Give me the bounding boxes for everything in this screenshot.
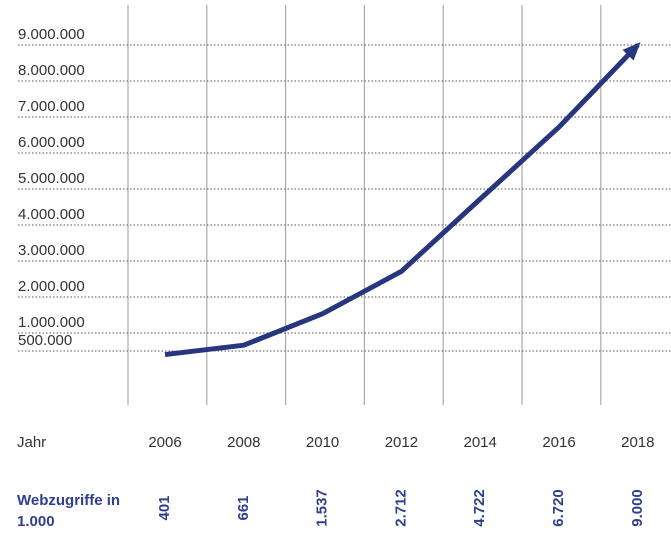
x-axis-label: Jahr [17, 434, 46, 451]
x-tick-label: 2012 [385, 434, 418, 451]
x-tick-label: 2010 [306, 434, 339, 451]
y-tick-label: 500.000 [18, 332, 72, 349]
data-label: 1.537 [314, 489, 331, 527]
data-label: 401 [156, 495, 173, 520]
data-label: 6.720 [550, 489, 567, 527]
x-tick-label: 2018 [621, 434, 654, 451]
x-tick-label: 2006 [148, 434, 181, 451]
x-tick-label: 2014 [464, 434, 497, 451]
y-tick-label: 8.000.000 [18, 62, 85, 79]
y-tick-label: 3.000.000 [18, 242, 85, 259]
data-label: 661 [235, 495, 252, 520]
y-tick-label: 6.000.000 [18, 134, 85, 151]
data-label: 4.722 [471, 489, 488, 527]
x-tick-label: 2016 [542, 434, 575, 451]
arrow-head [622, 42, 641, 61]
data-label: 9.000 [629, 489, 646, 527]
y-tick-label: 2.000.000 [18, 278, 85, 295]
y-tick-label: 4.000.000 [18, 206, 85, 223]
line [164, 43, 640, 358]
y-tick-label: 1.000.000 [18, 314, 85, 331]
y-tick-label: 9.000.000 [18, 26, 85, 43]
x-tick-label: 2008 [227, 434, 260, 451]
series-label: Webzugriffe in 1.000 [17, 492, 121, 530]
data-label: 2.712 [392, 489, 409, 527]
y-tick-label: 5.000.000 [18, 170, 85, 187]
y-tick-label: 7.000.000 [18, 98, 85, 115]
